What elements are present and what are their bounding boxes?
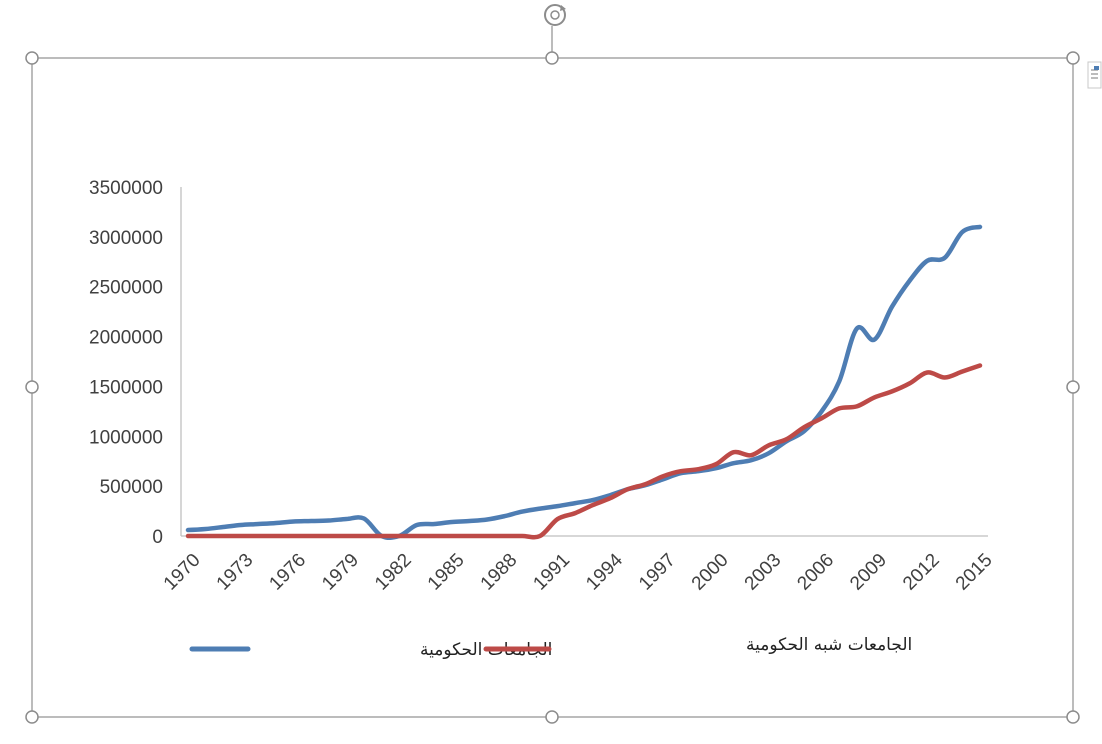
x-tick-label: 2015 bbox=[952, 550, 997, 595]
x-tick-label: 1991 bbox=[529, 550, 574, 595]
legend[interactable]: الجامعات الحكومية الجامعات شبه الحكومية bbox=[189, 635, 912, 660]
series-line-semi-government[interactable] bbox=[185, 363, 983, 540]
y-tick-label: 500000 bbox=[100, 477, 163, 498]
y-tick-label: 0 bbox=[152, 527, 163, 548]
y-tick-label: 2000000 bbox=[89, 328, 163, 349]
x-axis-ticks: 1970 1973 1976 1979 1982 1985 1988 1991 1994 1997… bbox=[160, 549, 997, 594]
legend-label-semi-government: الجامعات شبه الحكومية bbox=[746, 635, 912, 655]
rotate-icon[interactable] bbox=[544, 4, 566, 58]
x-tick-label: 1988 bbox=[477, 550, 522, 595]
resize-handle-bottom-right[interactable] bbox=[1066, 710, 1080, 724]
resize-handle-top-right[interactable] bbox=[1066, 51, 1080, 65]
x-tick-label: 1982 bbox=[371, 550, 416, 595]
resize-handle-bottom-left[interactable] bbox=[25, 710, 39, 724]
x-tick-label: 1979 bbox=[318, 550, 363, 595]
legend-item-semi-government[interactable]: الجامعات شبه الحكومية bbox=[483, 635, 912, 655]
x-tick-label: 1985 bbox=[424, 550, 469, 595]
y-tick-label: 2500000 bbox=[89, 278, 163, 299]
series-line-government[interactable] bbox=[185, 224, 983, 541]
y-tick-label: 1000000 bbox=[89, 427, 163, 448]
resize-handle-bottom[interactable] bbox=[545, 710, 559, 724]
chart-selection-frame[interactable] bbox=[31, 57, 1074, 718]
x-tick-label: 2003 bbox=[741, 550, 786, 595]
series-layer bbox=[185, 224, 983, 541]
layout-options-icon[interactable] bbox=[1087, 61, 1102, 89]
x-tick-label: 1973 bbox=[213, 550, 258, 595]
x-tick-label: 2000 bbox=[688, 550, 733, 595]
x-tick-label: 1997 bbox=[635, 550, 680, 595]
resize-handle-right[interactable] bbox=[1066, 380, 1080, 394]
x-tick-label: 2006 bbox=[793, 550, 838, 595]
y-tick-label: 3000000 bbox=[89, 228, 163, 249]
x-tick-label: 1976 bbox=[265, 550, 310, 595]
x-tick-label: 1970 bbox=[160, 550, 205, 595]
x-tick-label: 1994 bbox=[582, 549, 627, 594]
y-tick-label: 1500000 bbox=[89, 377, 163, 398]
y-tick-label: 3500000 bbox=[89, 178, 163, 199]
x-tick-label: 2012 bbox=[899, 550, 944, 595]
resize-handle-top[interactable] bbox=[545, 51, 559, 65]
resize-handle-top-left[interactable] bbox=[25, 51, 39, 65]
y-axis-ticks: 0 500000 1000000 1500000 2000000 2500000 30000… bbox=[89, 178, 163, 548]
x-tick-label: 2009 bbox=[846, 550, 891, 595]
resize-handle-left[interactable] bbox=[25, 380, 39, 394]
